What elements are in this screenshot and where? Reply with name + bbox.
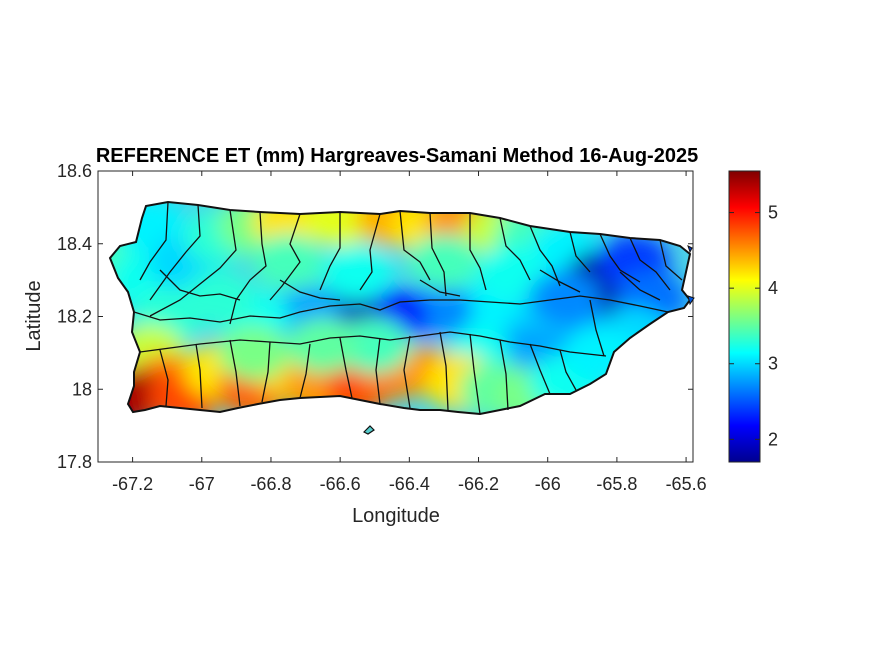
x-tick-label: -65.6 (666, 474, 707, 494)
municipality-boundary (195, 343, 203, 409)
municipality-boundary (569, 231, 591, 273)
et-field-patch (217, 324, 290, 381)
colorbar-tick-label: 2 (768, 429, 778, 449)
municipality-boundary (159, 269, 241, 301)
municipality-boundary (339, 337, 353, 399)
x-tick-label: -67.2 (112, 474, 153, 494)
colorbar-ticks: 2 3 4 5 (729, 203, 778, 449)
municipality-boundary (539, 269, 581, 293)
x-axis-label: Longitude (352, 505, 440, 527)
et-field-patch (252, 233, 325, 290)
x-tick-label: -66.2 (458, 474, 499, 494)
et-field-patch (321, 244, 394, 301)
x-tick-label: -65.8 (596, 474, 637, 494)
et-field-patch (338, 317, 411, 374)
municipality-boundary (499, 339, 509, 411)
municipality-boundary (499, 217, 531, 281)
municipality-boundary (279, 279, 341, 301)
municipality-boundary (419, 279, 461, 297)
y-tick-label: 18.6 (57, 161, 92, 181)
municipality-boundary (375, 337, 381, 405)
municipality-boundary (269, 213, 301, 301)
municipality-boundary (469, 213, 487, 291)
y-axis-label: Latitude (23, 280, 45, 351)
municipality-boundary (439, 331, 449, 411)
et-field-patch (477, 244, 550, 301)
y-tick-label: 18.2 (57, 307, 92, 327)
municipality-boundary (299, 343, 311, 399)
y-tick-label: 18.4 (57, 234, 92, 254)
municipality-boundary (629, 237, 671, 291)
municipality-boundary (529, 225, 561, 287)
municipality-boundary (229, 339, 241, 407)
municipality-boundary (619, 271, 661, 301)
municipality-boundary (261, 341, 271, 403)
municipality-boundary (589, 299, 605, 357)
y-tick-label: 18 (72, 379, 92, 399)
municipality-boundary (159, 349, 169, 407)
municipality-boundary (429, 212, 447, 297)
municipality-boundary (319, 212, 341, 291)
colorbar-tick-label: 3 (768, 354, 778, 374)
y-tick-label: 17.8 (57, 452, 92, 472)
municipality-boundary (149, 209, 237, 317)
municipality-boundary (359, 213, 381, 291)
chart-title: REFERENCE ET (mm) Hargreaves-Samani Meth… (96, 145, 698, 167)
x-tick-label: -66.4 (389, 474, 430, 494)
y-axis: 17.8 18 18.2 18.4 18.6 (57, 161, 693, 472)
colorbar-tick-label: 5 (768, 203, 778, 223)
et-field-patch (407, 233, 480, 290)
x-tick-label: -67 (189, 474, 215, 494)
municipality-boundary (559, 349, 577, 391)
offshore-islets (362, 245, 695, 435)
municipality-boundary (139, 201, 169, 281)
municipality-boundary (399, 210, 431, 281)
municipality-boundary (149, 204, 201, 301)
municipality-boundary (403, 335, 411, 409)
et-field-patch (286, 317, 359, 374)
colorbar (728, 170, 761, 463)
municipality-boundary (599, 233, 641, 283)
x-tick-label: -66.6 (320, 474, 361, 494)
municipality-boundary (229, 211, 267, 325)
municipality-boundary (469, 333, 481, 415)
colorbar-tick-label: 4 (768, 278, 778, 298)
municipality-boundaries (133, 201, 683, 415)
x-tick-label: -66.8 (250, 474, 291, 494)
municipality-boundary (659, 239, 683, 281)
municipality-boundary (133, 295, 669, 323)
municipality-boundary (139, 331, 607, 357)
municipality-boundary (529, 343, 551, 395)
x-tick-label: -66 (535, 474, 561, 494)
x-axis: -67.2 -67 -66.8 -66.6 -66.4 -66.2 -66 -65.8 -65.… (112, 171, 707, 494)
